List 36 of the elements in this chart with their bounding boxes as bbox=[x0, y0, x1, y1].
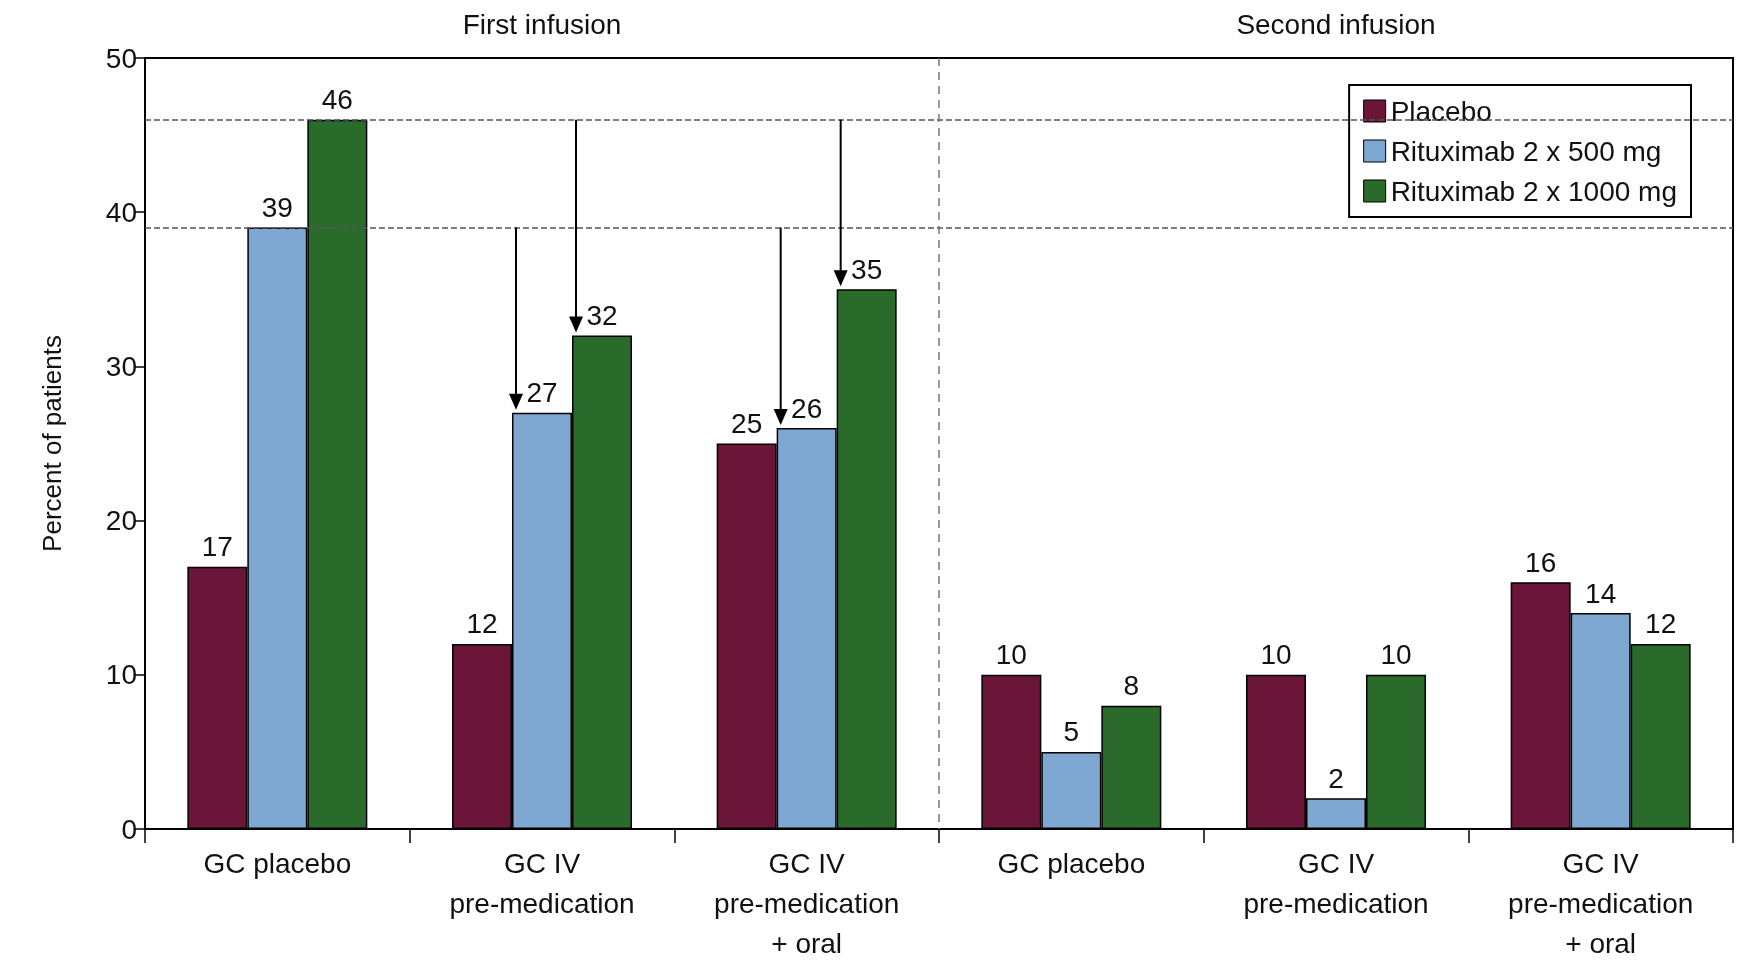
text: Second infusion bbox=[1236, 8, 1436, 40]
data-label: 32 bbox=[586, 300, 618, 332]
y-tick-label: 10 bbox=[105, 659, 137, 691]
y-tick-label: 0 bbox=[121, 813, 137, 845]
data-label: 39 bbox=[261, 192, 293, 224]
data-label: 10 bbox=[1380, 639, 1412, 671]
x-tick-label: GC placebo bbox=[997, 847, 1146, 879]
y-tick-label: 30 bbox=[105, 350, 137, 382]
legend-label: Rituximab 2 x 1000 mg bbox=[1390, 175, 1677, 207]
data-label: 16 bbox=[1525, 546, 1557, 578]
x-tick-label: GC IV pre-medication + oral bbox=[714, 847, 900, 959]
data-label: 12 bbox=[466, 608, 498, 640]
text: First infusion bbox=[462, 8, 622, 40]
legend-label: Rituximab 2 x 500 mg bbox=[1390, 135, 1662, 167]
data-label: 10 bbox=[1260, 639, 1292, 671]
data-label: 25 bbox=[731, 408, 763, 439]
y-axis-title: Percent of patients bbox=[37, 335, 67, 552]
data-label: 12 bbox=[1645, 608, 1677, 640]
data-label: 27 bbox=[526, 377, 558, 409]
y-tick-label: 20 bbox=[105, 505, 137, 537]
data-label: 2 bbox=[1328, 762, 1344, 794]
y-tick-label: 40 bbox=[105, 196, 137, 228]
x-tick-label: GC IV pre-medication bbox=[449, 847, 635, 919]
data-label: 17 bbox=[201, 531, 233, 563]
data-label: 46 bbox=[321, 84, 353, 116]
data-label: 10 bbox=[995, 639, 1027, 671]
x-tick-label: GC placebo bbox=[203, 847, 352, 879]
data-label: 14 bbox=[1585, 577, 1617, 609]
data-label: 35 bbox=[851, 253, 883, 285]
data-label: 8 bbox=[1123, 670, 1140, 702]
data-label: 5 bbox=[1063, 716, 1080, 748]
y-tick-label: 50 bbox=[105, 42, 137, 74]
x-tick-label: GC IV pre-medication bbox=[1243, 847, 1429, 919]
data-label: 26 bbox=[791, 392, 823, 424]
legend-label: Placebo bbox=[1390, 95, 1492, 127]
x-tick-label: GC IV pre-medication + oral bbox=[1508, 847, 1694, 959]
